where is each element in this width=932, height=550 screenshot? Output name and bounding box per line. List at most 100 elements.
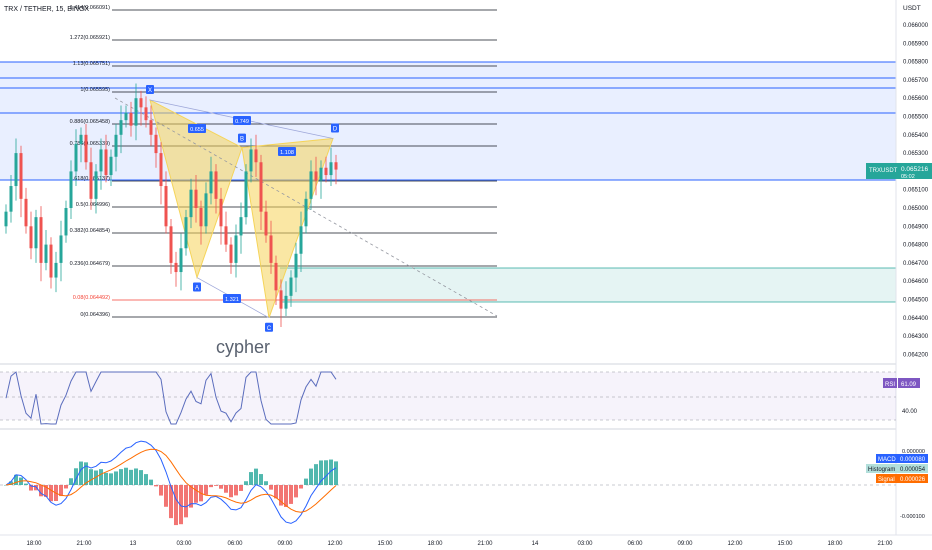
time-tick: 15:00 bbox=[777, 541, 793, 547]
ratio-label: 1.321 bbox=[225, 297, 239, 303]
candle-body bbox=[170, 226, 173, 263]
candle-body bbox=[125, 113, 128, 120]
price-tick: 0.064400 bbox=[903, 316, 929, 322]
candle-body bbox=[60, 235, 63, 262]
candle-body bbox=[315, 171, 318, 180]
candle-body bbox=[330, 162, 333, 175]
macd-histogram-bar bbox=[324, 460, 328, 485]
candle-body bbox=[70, 171, 73, 208]
candle-body bbox=[205, 193, 208, 226]
price-tick: 0.065900 bbox=[903, 41, 929, 47]
candle-body bbox=[160, 153, 163, 186]
macd-histogram-bar bbox=[144, 474, 148, 485]
fib-label: 0.08(0.064492) bbox=[73, 295, 110, 301]
candle-body bbox=[190, 190, 193, 217]
signal-label: Signal bbox=[878, 477, 895, 483]
candle-body bbox=[10, 186, 13, 212]
macd-histogram-bar bbox=[314, 464, 318, 485]
candle-body bbox=[165, 186, 168, 226]
price-tick: 0.064500 bbox=[903, 298, 929, 304]
rsi-tick: 40.00 bbox=[902, 409, 918, 415]
rsi-pane[interactable] bbox=[0, 372, 896, 424]
price-pane[interactable]: 1.414(0.066091) 1.272(0.065921) 1.13(0.065… bbox=[0, 5, 896, 357]
candle-body bbox=[65, 208, 68, 235]
macd-histogram-bar bbox=[164, 485, 168, 507]
candle-body bbox=[50, 245, 53, 278]
macd-histogram-bar bbox=[119, 469, 123, 485]
pattern-point-label: D bbox=[333, 126, 338, 132]
macd-histogram-bar bbox=[309, 469, 313, 485]
candle-body bbox=[215, 171, 218, 198]
candle-body bbox=[155, 135, 158, 153]
fib-label: 0.236(0.064679) bbox=[70, 261, 111, 267]
candle-body bbox=[210, 171, 213, 193]
price-tick: 0.064600 bbox=[903, 279, 929, 285]
macd-histogram-bar bbox=[214, 485, 218, 486]
candle-body bbox=[225, 226, 228, 244]
macd-histogram-bar bbox=[294, 485, 298, 497]
candle-body bbox=[255, 149, 258, 162]
candle-body bbox=[305, 199, 308, 226]
macd-histogram-bar bbox=[299, 485, 303, 489]
candle-body bbox=[245, 171, 248, 217]
macd-pane[interactable] bbox=[0, 441, 896, 525]
time-tick: 18:00 bbox=[827, 541, 843, 547]
candle-body bbox=[90, 162, 93, 199]
fib-label: 1.13(0.065751) bbox=[73, 61, 110, 67]
candle-body bbox=[15, 153, 18, 186]
fib-zone-lower bbox=[0, 113, 896, 180]
candle-body bbox=[95, 171, 98, 198]
macd-histogram-bar bbox=[99, 469, 103, 485]
signal-value: 0.000026 bbox=[900, 477, 926, 483]
rsi-band bbox=[0, 372, 896, 420]
candle-body bbox=[300, 226, 303, 253]
macd-tick-bottom: -0.000100 bbox=[900, 514, 925, 520]
time-tick: 21:00 bbox=[477, 541, 493, 547]
candle-body bbox=[295, 254, 298, 278]
macd-histogram-bar bbox=[204, 485, 208, 495]
macd-histogram-bar bbox=[244, 481, 248, 485]
time-tick: 21:00 bbox=[877, 541, 893, 547]
candle-body bbox=[250, 149, 253, 171]
macd-histogram-bar bbox=[229, 485, 233, 497]
macd-histogram-bar bbox=[134, 468, 138, 485]
macd-histogram-bar bbox=[304, 479, 308, 485]
candle-body bbox=[115, 135, 118, 157]
candle-body bbox=[55, 263, 58, 278]
macd-histogram-bar bbox=[224, 485, 228, 493]
macd-histogram-bar bbox=[114, 471, 118, 485]
macd-histogram-bar bbox=[104, 473, 108, 485]
last-price-symbol: TRXUSDT bbox=[869, 168, 898, 174]
fib-label: 1.272(0.065921) bbox=[70, 35, 111, 41]
time-axis[interactable]: 18:00 21:00 13 03:00 06:00 09:00 12:00 15:00 18:… bbox=[26, 541, 893, 547]
price-axis[interactable]: 0.066000 0.065900 0.065800 0.065700 0.065600… bbox=[903, 23, 929, 358]
price-tick: 0.065700 bbox=[903, 78, 929, 84]
candle-body bbox=[150, 120, 153, 135]
currency-label: USDT bbox=[903, 5, 921, 12]
candle-body bbox=[290, 278, 293, 296]
macd-histogram-bar bbox=[79, 462, 83, 485]
candle-body bbox=[285, 296, 288, 309]
candle-body bbox=[140, 98, 143, 107]
macd-histogram-bar bbox=[69, 478, 73, 485]
macd-histogram-bar bbox=[284, 485, 288, 507]
time-tick: 13 bbox=[130, 541, 137, 547]
candle-body bbox=[180, 248, 183, 272]
macd-histogram-bar bbox=[239, 485, 243, 491]
candle-body bbox=[310, 171, 313, 198]
pattern-point-label: B bbox=[240, 137, 244, 143]
macd-label: MACD bbox=[878, 457, 896, 463]
macd-histogram-bar bbox=[259, 474, 263, 485]
macd-histogram-bar bbox=[159, 485, 163, 496]
macd-histogram-bar bbox=[34, 485, 38, 490]
candle-body bbox=[265, 212, 268, 236]
price-tick: 0.064800 bbox=[903, 243, 929, 249]
macd-histogram-bar bbox=[254, 469, 258, 485]
candle-body bbox=[120, 120, 123, 135]
candle-body bbox=[200, 208, 203, 226]
candle-body bbox=[235, 235, 238, 262]
ratio-label: 1.108 bbox=[280, 150, 294, 156]
hist-value: 0.000054 bbox=[900, 467, 926, 473]
candle-body bbox=[25, 199, 28, 226]
